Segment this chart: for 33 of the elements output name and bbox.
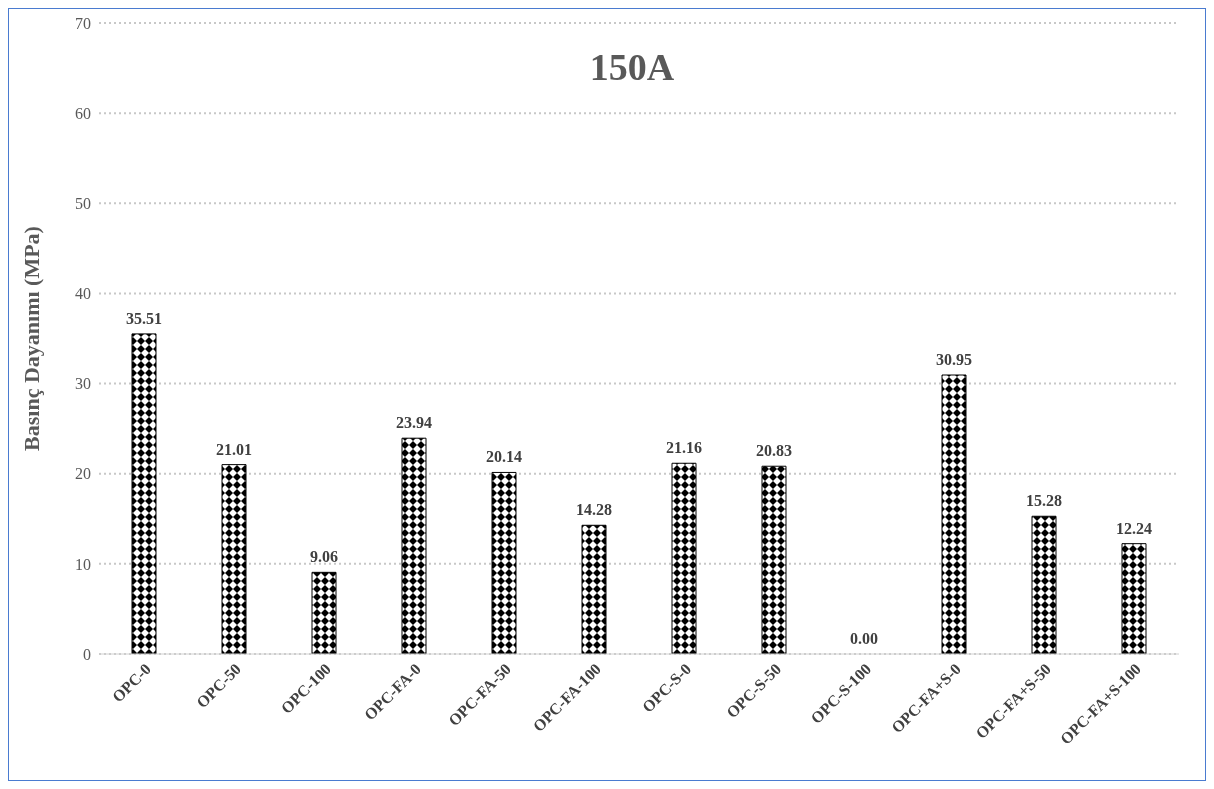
data-label: 9.06 bbox=[310, 548, 338, 566]
y-tick-label: 20 bbox=[75, 465, 91, 483]
bar bbox=[1031, 515, 1057, 654]
data-label: 21.16 bbox=[666, 439, 702, 457]
y-tick-label: 70 bbox=[75, 14, 91, 32]
bar bbox=[401, 437, 427, 654]
y-tick-label: 30 bbox=[75, 375, 91, 393]
data-label: 21.01 bbox=[216, 440, 252, 458]
bar bbox=[311, 571, 337, 654]
data-label: 0.00 bbox=[850, 630, 878, 647]
data-label: 35.51 bbox=[126, 309, 162, 327]
data-label: 30.95 bbox=[936, 351, 972, 369]
y-tick-label: 60 bbox=[75, 104, 91, 122]
y-axis-title: Basınç Dayanımı (MPa) bbox=[18, 226, 44, 451]
bar bbox=[581, 524, 607, 654]
data-label: 12.24 bbox=[1116, 519, 1152, 537]
bar bbox=[1121, 543, 1147, 654]
data-label: 20.14 bbox=[486, 448, 522, 466]
bar bbox=[761, 465, 787, 654]
data-label: 14.28 bbox=[576, 501, 612, 519]
bar bbox=[941, 374, 967, 654]
bar bbox=[491, 471, 517, 654]
data-label: 23.94 bbox=[396, 414, 432, 432]
bar bbox=[671, 462, 697, 654]
y-tick-label: 10 bbox=[75, 555, 91, 573]
y-tick-label: 0 bbox=[83, 645, 91, 663]
y-tick-label: 50 bbox=[75, 194, 91, 212]
data-label: 15.28 bbox=[1026, 492, 1062, 510]
y-tick-label: 40 bbox=[75, 285, 91, 303]
bar bbox=[131, 333, 157, 654]
text: 150A bbox=[588, 45, 676, 89]
data-label: 20.83 bbox=[756, 442, 792, 460]
bar bbox=[221, 464, 247, 654]
